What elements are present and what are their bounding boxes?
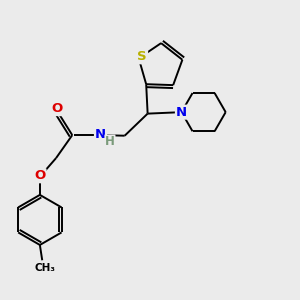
Text: H: H — [105, 135, 115, 148]
Text: CH₃: CH₃ — [34, 262, 55, 273]
Text: O: O — [51, 102, 62, 115]
Text: O: O — [34, 169, 46, 182]
Text: N: N — [95, 128, 106, 141]
Text: N: N — [176, 106, 187, 119]
Text: S: S — [137, 50, 147, 63]
